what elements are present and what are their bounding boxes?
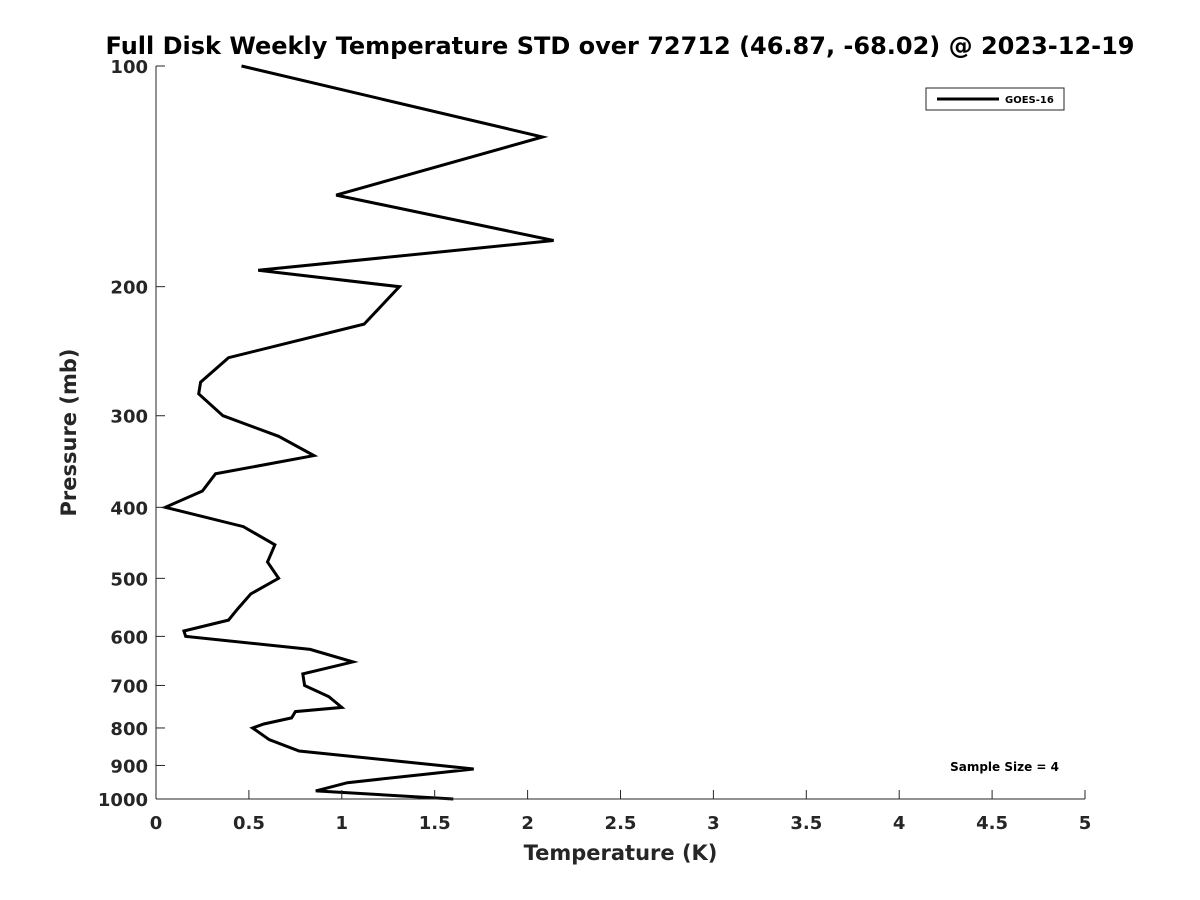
x-tick-label: 0.5 — [233, 813, 265, 834]
y-axis: 100 200 300 400 500 600 700 800 900 1000 — [98, 57, 165, 811]
plot-area — [160, 64, 554, 801]
x-tick-label: 0 — [150, 813, 163, 834]
x-tick-label: 1.5 — [419, 813, 451, 834]
legend-entry-label: GOES-16 — [1005, 95, 1054, 106]
sample-size-annotation: Sample Size = 4 — [950, 760, 1059, 774]
y-tick-label: 1000 — [98, 790, 148, 811]
x-tick-label: 4.5 — [976, 813, 1008, 834]
y-tick-label: 700 — [110, 676, 148, 697]
y-tick-label: 300 — [110, 407, 148, 428]
y-tick-label: 100 — [110, 57, 148, 78]
x-tick-label: 5 — [1079, 813, 1092, 834]
x-axis: 0 0.5 1 1.5 2 2.5 3 3.5 4 4.5 5 — [150, 790, 1092, 834]
legend: GOES-16 — [925, 87, 1065, 111]
series-line — [160, 64, 554, 801]
y-tick-label: 500 — [110, 569, 148, 590]
y-tick-label: 800 — [110, 719, 148, 740]
x-tick-label: 2 — [521, 813, 534, 834]
y-tick-label: 200 — [110, 278, 148, 299]
y-axis-label: Pressure (mb) — [57, 349, 81, 517]
x-tick-label: 1 — [336, 813, 349, 834]
y-tick-label: 400 — [110, 498, 148, 519]
x-axis-label: Temperature (K) — [524, 841, 718, 865]
x-tick-label: 4 — [893, 813, 906, 834]
x-tick-label: 3.5 — [790, 813, 822, 834]
y-tick-label: 900 — [110, 756, 148, 777]
x-tick-label: 2.5 — [605, 813, 637, 834]
chart-title: Full Disk Weekly Temperature STD over 72… — [106, 32, 1135, 60]
x-tick-label: 3 — [707, 813, 720, 834]
y-tick-label: 600 — [110, 627, 148, 648]
